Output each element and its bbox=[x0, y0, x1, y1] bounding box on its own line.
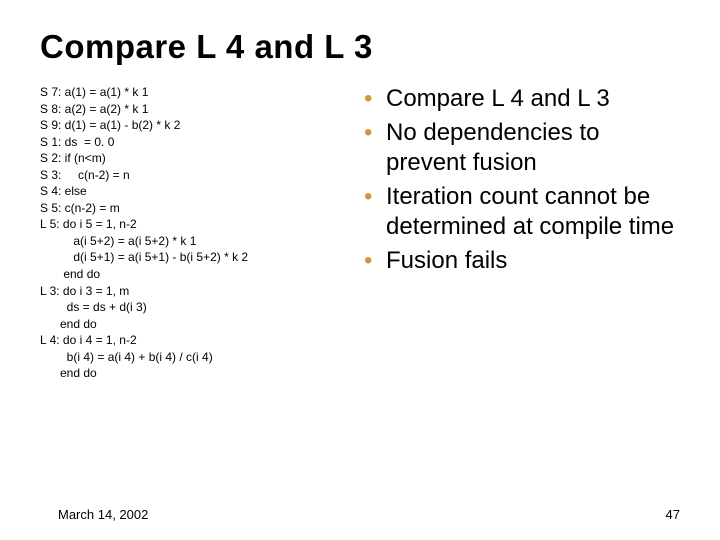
code-line: S 4: else bbox=[40, 183, 346, 200]
bullet-label: No dependencies to prevent fusion bbox=[386, 119, 600, 176]
left-column: S 7: a(1) = a(1) * k 1S 8: a(2) = a(2) *… bbox=[40, 84, 346, 382]
bullet-label: Compare L 4 and L 3 bbox=[386, 85, 610, 112]
code-line: S 3: c(n-2) = n bbox=[40, 167, 346, 184]
bullet-label: Iteration count cannot be determined at … bbox=[386, 183, 674, 240]
content-columns: S 7: a(1) = a(1) * k 1S 8: a(2) = a(2) *… bbox=[40, 84, 680, 382]
code-line: L 5: do i 5 = 1, n-2 bbox=[40, 216, 346, 233]
code-line: S 7: a(1) = a(1) * k 1 bbox=[40, 84, 346, 101]
bullet-item: • Iteration count cannot be determined at… bbox=[364, 182, 680, 242]
code-line: S 8: a(2) = a(2) * k 1 bbox=[40, 101, 346, 118]
right-column: • Compare L 4 and L 3 • No dependencies to … bbox=[364, 84, 680, 382]
code-line: end do bbox=[40, 365, 346, 382]
code-line: a(i 5+2) = a(i 5+2) * k 1 bbox=[40, 233, 346, 250]
bullet-dot-icon: • bbox=[364, 118, 372, 148]
bullet-dot-icon: • bbox=[364, 182, 372, 212]
bullet-item: • Fusion fails bbox=[364, 246, 680, 276]
code-line: L 4: do i 4 = 1, n-2 bbox=[40, 332, 346, 349]
bullet-list: • Compare L 4 and L 3 • No dependencies to … bbox=[364, 84, 680, 276]
code-line: S 1: ds = 0. 0 bbox=[40, 134, 346, 151]
code-line: b(i 4) = a(i 4) + b(i 4) / c(i 4) bbox=[40, 349, 346, 366]
slide-title: Compare L 4 and L 3 bbox=[40, 28, 680, 66]
code-line: end do bbox=[40, 266, 346, 283]
code-block: S 7: a(1) = a(1) * k 1S 8: a(2) = a(2) *… bbox=[40, 84, 346, 382]
code-line: L 3: do i 3 = 1, m bbox=[40, 283, 346, 300]
bullet-dot-icon: • bbox=[364, 246, 372, 276]
footer-page-number: 47 bbox=[666, 507, 680, 522]
bullet-item: • No dependencies to prevent fusion bbox=[364, 118, 680, 178]
code-line: ds = ds + d(i 3) bbox=[40, 299, 346, 316]
bullet-label: Fusion fails bbox=[386, 247, 507, 274]
bullet-dot-icon: • bbox=[364, 84, 372, 114]
bullet-item: • Compare L 4 and L 3 bbox=[364, 84, 680, 114]
code-line: S 2: if (n<m) bbox=[40, 150, 346, 167]
slide: Compare L 4 and L 3 S 7: a(1) = a(1) * k… bbox=[0, 0, 720, 540]
code-line: S 9: d(1) = a(1) - b(2) * k 2 bbox=[40, 117, 346, 134]
footer: March 14, 2002 47 bbox=[58, 507, 680, 522]
code-line: d(i 5+1) = a(i 5+1) - b(i 5+2) * k 2 bbox=[40, 249, 346, 266]
code-line: end do bbox=[40, 316, 346, 333]
code-line: S 5: c(n-2) = m bbox=[40, 200, 346, 217]
footer-date: March 14, 2002 bbox=[58, 507, 148, 522]
